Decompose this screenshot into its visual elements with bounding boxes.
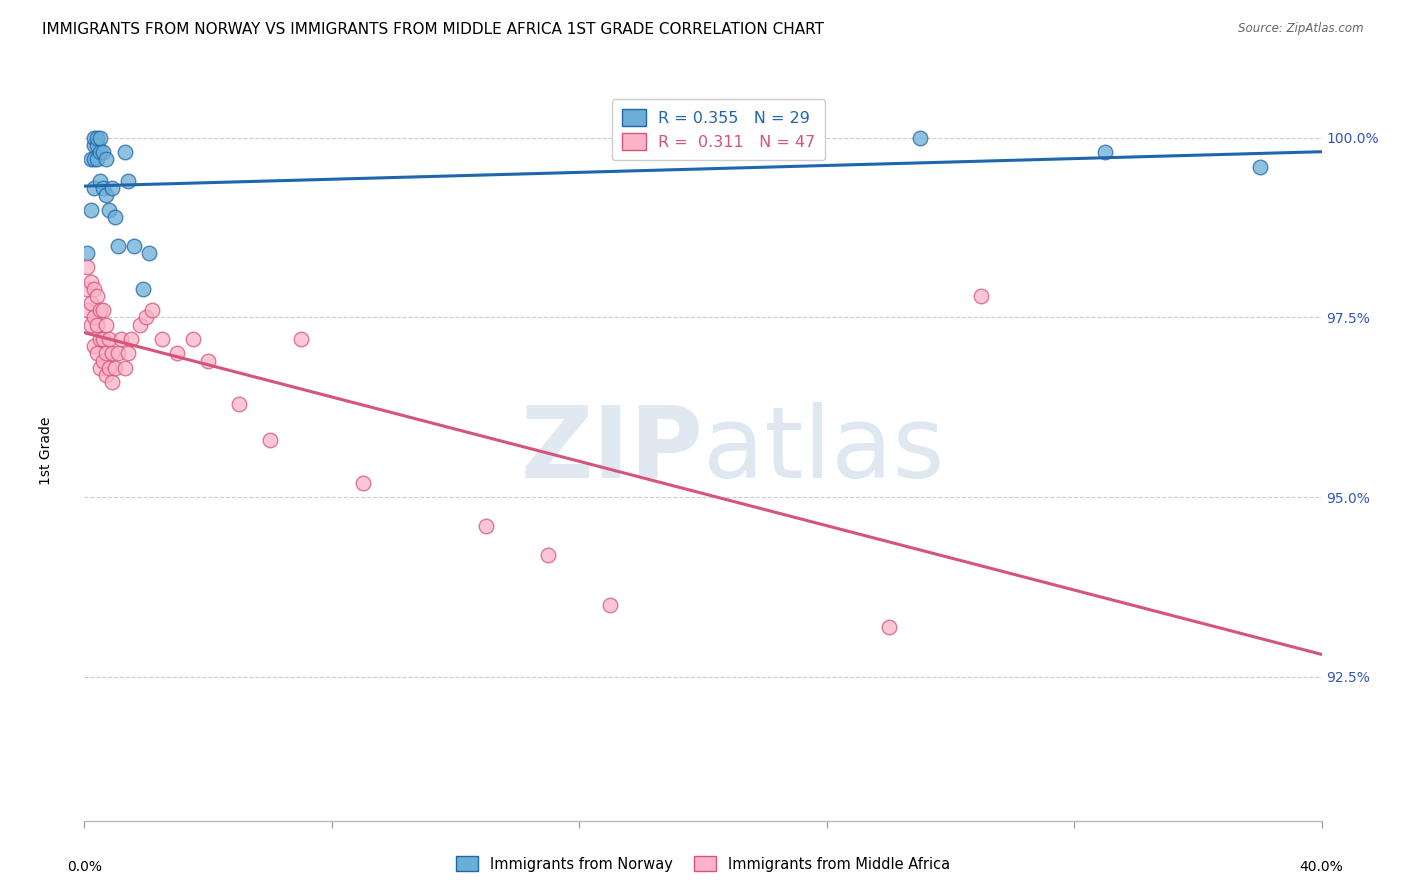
- Point: [98, 332, 121, 346]
- Point: [228, 397, 250, 411]
- Point: [86, 153, 108, 167]
- Text: Source: ZipAtlas.com: Source: ZipAtlas.com: [1239, 22, 1364, 36]
- Point: [76, 303, 98, 318]
- Point: [117, 346, 139, 360]
- Point: [107, 238, 129, 252]
- Point: [101, 346, 124, 360]
- Point: [98, 202, 121, 217]
- Text: ZIP: ZIP: [520, 402, 703, 499]
- Point: [89, 145, 111, 160]
- Point: [197, 353, 219, 368]
- Point: [83, 339, 105, 353]
- Point: [908, 130, 931, 145]
- Point: [86, 130, 108, 145]
- Text: IMMIGRANTS FROM NORWAY VS IMMIGRANTS FROM MIDDLE AFRICA 1ST GRADE CORRELATION CH: IMMIGRANTS FROM NORWAY VS IMMIGRANTS FRO…: [42, 22, 824, 37]
- Point: [138, 245, 160, 260]
- Point: [91, 181, 114, 195]
- Point: [107, 346, 129, 360]
- Point: [91, 145, 114, 160]
- Point: [259, 433, 281, 447]
- Point: [83, 130, 105, 145]
- Point: [110, 332, 132, 346]
- Point: [79, 202, 101, 217]
- Text: atlas: atlas: [703, 402, 945, 499]
- Point: [76, 282, 98, 296]
- Point: [89, 332, 111, 346]
- Point: [89, 360, 111, 375]
- Point: [83, 153, 105, 167]
- Y-axis label: 1st Grade: 1st Grade: [39, 417, 53, 484]
- Point: [150, 332, 173, 346]
- Point: [89, 130, 111, 145]
- Point: [91, 353, 114, 368]
- Legend: Immigrants from Norway, Immigrants from Middle Africa: Immigrants from Norway, Immigrants from …: [450, 850, 956, 878]
- Text: 0.0%: 0.0%: [67, 860, 101, 874]
- Point: [91, 303, 114, 318]
- Point: [114, 360, 136, 375]
- Point: [79, 275, 101, 289]
- Point: [79, 153, 101, 167]
- Point: [86, 289, 108, 303]
- Point: [114, 145, 136, 160]
- Point: [101, 375, 124, 389]
- Point: [120, 332, 142, 346]
- Point: [290, 332, 312, 346]
- Point: [86, 138, 108, 153]
- Point: [104, 210, 127, 224]
- Point: [166, 346, 188, 360]
- Point: [352, 475, 374, 490]
- Point: [537, 548, 560, 562]
- Point: [1249, 160, 1271, 174]
- Point: [141, 303, 163, 318]
- Point: [89, 174, 111, 188]
- Point: [1094, 145, 1116, 160]
- Point: [76, 260, 98, 275]
- Point: [94, 368, 117, 382]
- Point: [181, 332, 204, 346]
- Point: [83, 181, 105, 195]
- Point: [94, 153, 117, 167]
- Point: [122, 238, 145, 252]
- Text: 40.0%: 40.0%: [1299, 860, 1344, 874]
- Point: [970, 289, 993, 303]
- Point: [83, 138, 105, 153]
- Point: [91, 332, 114, 346]
- Point: [83, 310, 105, 325]
- Point: [98, 360, 121, 375]
- Point: [94, 188, 117, 202]
- Point: [101, 181, 124, 195]
- Legend: R = 0.355   N = 29, R =  0.311   N = 47: R = 0.355 N = 29, R = 0.311 N = 47: [612, 99, 825, 160]
- Point: [132, 282, 155, 296]
- Point: [475, 519, 498, 533]
- Point: [79, 318, 101, 332]
- Point: [76, 245, 98, 260]
- Point: [599, 598, 621, 612]
- Point: [86, 318, 108, 332]
- Point: [79, 296, 101, 310]
- Point: [83, 282, 105, 296]
- Point: [94, 318, 117, 332]
- Point: [117, 174, 139, 188]
- Point: [877, 619, 900, 633]
- Point: [104, 360, 127, 375]
- Point: [86, 346, 108, 360]
- Point: [94, 346, 117, 360]
- Point: [129, 318, 152, 332]
- Point: [135, 310, 157, 325]
- Point: [89, 303, 111, 318]
